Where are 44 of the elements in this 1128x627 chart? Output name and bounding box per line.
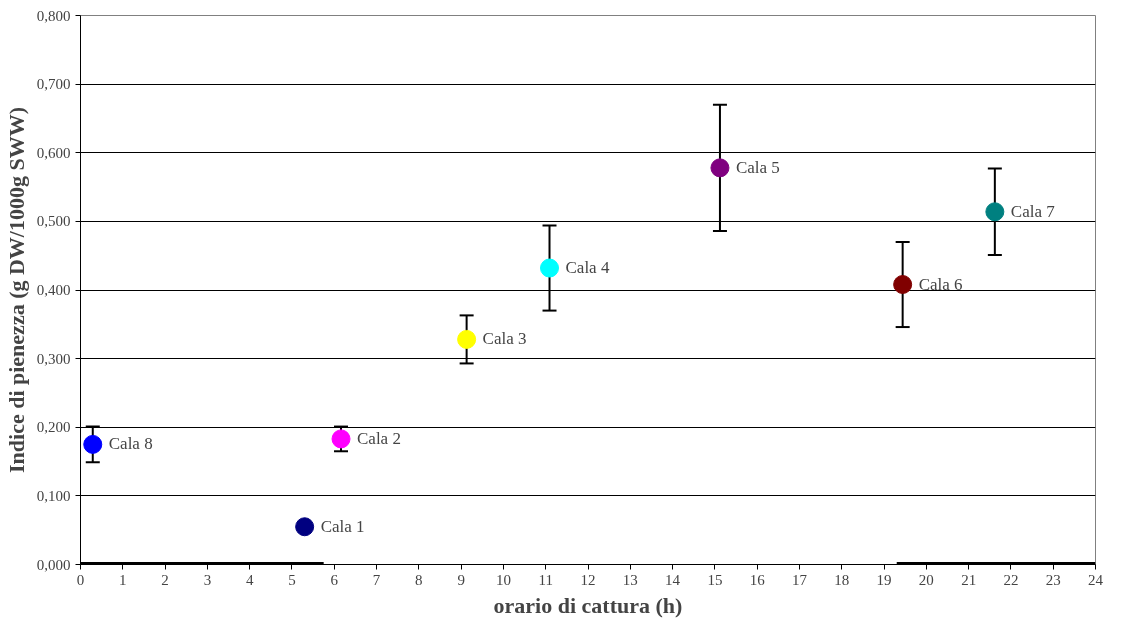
x-tick-label: 24 xyxy=(1088,571,1104,588)
series-label: Cala 3 xyxy=(482,329,527,349)
series-label: Cala 5 xyxy=(735,157,780,177)
x-tick-label: 18 xyxy=(834,571,850,588)
y-tick-label: 0,400 xyxy=(36,282,71,298)
x-tick-label: 10 xyxy=(495,571,511,588)
x-tick-label: 16 xyxy=(749,571,766,588)
series-label: Cala 8 xyxy=(108,434,153,454)
series-label: Cala 4 xyxy=(565,258,610,278)
x-tick-label: 0 xyxy=(76,571,85,588)
y-tick-label: 0,000 xyxy=(36,556,71,573)
x-tick-label: 14 xyxy=(665,571,681,588)
x-axis-title: orario di cattura (h) xyxy=(493,592,683,618)
x-tick-label: 1 xyxy=(119,571,127,588)
x-tick-label: 19 xyxy=(876,571,892,588)
x-tick-label: 12 xyxy=(580,571,596,588)
series-label: Cala 6 xyxy=(918,274,963,294)
x-tick-label: 15 xyxy=(707,571,723,588)
y-tick-label: 0,600 xyxy=(36,144,71,161)
x-tick-label: 7 xyxy=(372,571,381,588)
x-tick-label: 23 xyxy=(1045,571,1061,588)
x-tick-label: 2 xyxy=(161,571,169,588)
x-tick-label: 11 xyxy=(538,571,553,588)
y-tick-label: 0,200 xyxy=(36,419,71,436)
y-tick-label: 0,300 xyxy=(36,350,71,367)
x-tick-label: 22 xyxy=(1003,571,1019,588)
x-tick-label: 3 xyxy=(203,571,212,588)
y-axis-title: Indice di pienezza (g DW/1000g SWW) xyxy=(3,106,29,474)
x-tick-label: 6 xyxy=(330,571,339,588)
y-tick-label: 0,100 xyxy=(36,487,71,504)
x-tick-label: 20 xyxy=(918,571,934,588)
x-tick-label: 17 xyxy=(791,571,808,588)
x-tick-label: 5 xyxy=(288,571,296,588)
x-tick-label: 13 xyxy=(622,571,638,588)
series-label: Cala 7 xyxy=(1010,201,1056,221)
y-tick-label: 0,800 xyxy=(36,7,71,24)
series-label: Cala 2 xyxy=(357,428,401,448)
y-tick-label: 0,700 xyxy=(36,76,71,93)
x-tick-label: 4 xyxy=(245,571,254,588)
series-label: Cala 1 xyxy=(320,516,365,536)
x-tick-label: 8 xyxy=(415,571,423,588)
y-tick-label: 0,500 xyxy=(36,213,71,230)
x-tick-label: 21 xyxy=(961,571,977,588)
x-tick-label: 9 xyxy=(457,571,465,588)
